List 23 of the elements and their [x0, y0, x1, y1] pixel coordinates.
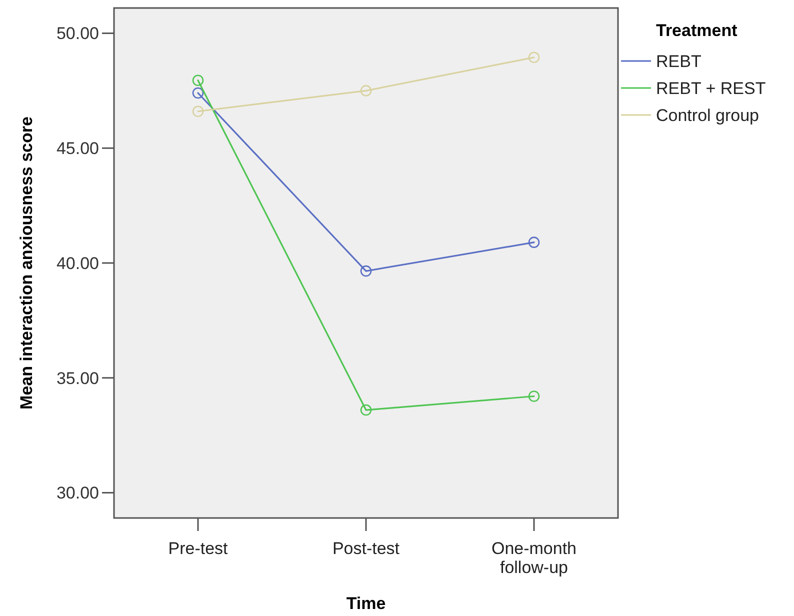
x-tick-label: One-month follow-up [491, 539, 577, 577]
point [360, 404, 372, 416]
point [360, 265, 372, 277]
point [360, 85, 372, 96]
point [192, 74, 204, 86]
x-tick-label: Post-test [332, 539, 400, 558]
legend-label: REBT [656, 52, 702, 71]
y-tick-label: 50.00 [56, 24, 99, 44]
point [192, 106, 204, 118]
x-axis-title: Time [346, 594, 386, 613]
y-tick-label: 35.00 [56, 368, 99, 388]
legend-label: Control group [656, 106, 760, 125]
y-tick-label: 30.00 [56, 484, 99, 503]
legend-title: Treatment [656, 21, 738, 40]
point [528, 390, 540, 402]
point [192, 87, 204, 99]
y-tick-label: 45.00 [56, 139, 99, 158]
legend-label: REBT + REST [656, 78, 766, 98]
y-tick-label: 40.00 [56, 254, 99, 273]
point [528, 236, 540, 248]
x-tick-label: Pre-test [168, 539, 228, 558]
y-axis-title: Mean interaction anxiousness score [17, 116, 36, 410]
point [528, 52, 540, 64]
